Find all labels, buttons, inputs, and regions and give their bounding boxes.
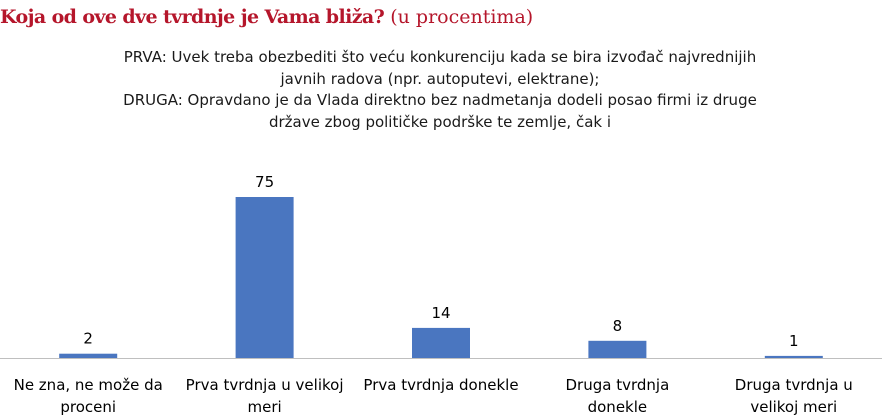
subtitle-line: države zbog političke podrške te zemlje,… [268, 112, 612, 131]
bar-4 [764, 355, 823, 358]
bar-2 [412, 327, 470, 358]
category-label-line: Druga tvrdnja u [734, 376, 853, 394]
category-label-line: Prva tvrdnja donekle [363, 376, 519, 394]
category-label-line: donekle [587, 398, 648, 416]
chart-subtitle: PRVA: Uvek treba obezbediti što veću kon… [45, 47, 835, 133]
category-label-3: Druga tvrdnja donekle [529, 374, 705, 418]
category-label-line: Ne zna, ne može da [13, 376, 163, 394]
chart-heading: Koja od ove dve tvrdnje je Vama bliža? (… [0, 5, 533, 29]
category-label-2: Prva tvrdnja donekle [353, 374, 529, 396]
data-label-0: 2 [83, 330, 93, 348]
category-label-line: Druga tvrdnja [565, 376, 670, 394]
subtitle-line: PRVA: Uvek treba obezbediti što veću kon… [123, 48, 757, 66]
category-label-1: Prva tvrdnja u velikoj meri [176, 374, 352, 418]
category-label-line: velikoj meri [750, 398, 838, 416]
heading-title: Koja od ove dve tvrdnje je Vama bliža? [0, 6, 385, 28]
category-label-line: meri [247, 398, 282, 416]
data-label-4: 1 [789, 332, 799, 350]
data-label-3: 8 [613, 317, 623, 335]
category-label-0: Ne zna, ne može da proceni [0, 374, 176, 418]
subtitle-line: javnih radova (npr. autoputevi, elektran… [280, 69, 600, 88]
data-label-2: 14 [431, 304, 450, 322]
category-label-4: Druga tvrdnja u velikoj meri [706, 374, 882, 418]
category-label-line: Prva tvrdnja u velikoj [185, 376, 344, 394]
bar-3 [588, 340, 647, 358]
subtitle-line: DRUGA: Opravdano je da Vlada direktno be… [123, 91, 757, 109]
bar-0 [59, 353, 118, 358]
bar-1 [235, 197, 294, 358]
category-label-line: proceni [60, 398, 117, 416]
data-label-1: 75 [255, 173, 274, 191]
heading-suffix: (u procentima) [390, 6, 534, 28]
